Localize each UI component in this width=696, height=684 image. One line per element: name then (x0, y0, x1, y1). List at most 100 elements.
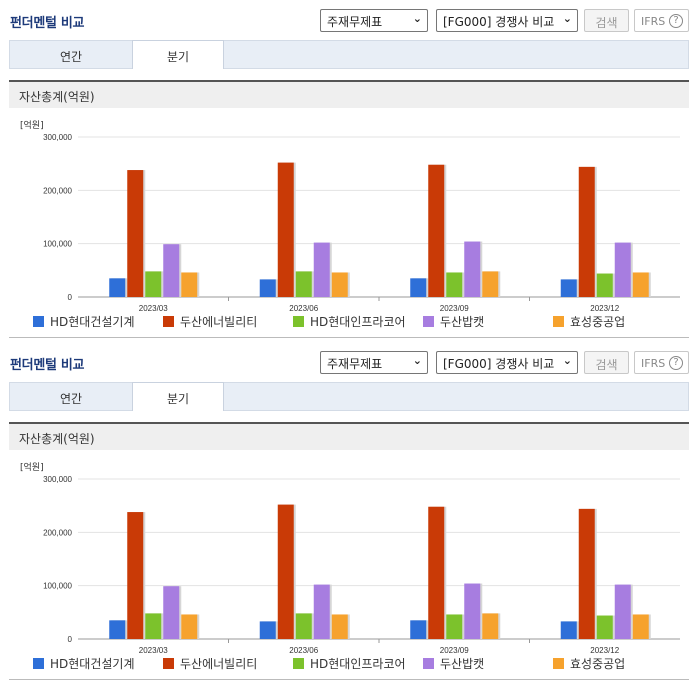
bar[interactable] (428, 506, 445, 639)
compare-group-select[interactable]: [FG000] 경쟁사 비교 ⌄ (436, 9, 578, 32)
bar[interactable] (464, 583, 481, 639)
panel-title: 펀더멘털 비교 (10, 358, 85, 373)
legend-item[interactable]: 효성중공업 (553, 655, 625, 672)
y-tick-label: 100,000 (43, 582, 72, 591)
panel-header: 펀더멘털 비교 주재무제표 ⌄ [FG000] 경쟁사 비교 ⌄ 검색 IFRS… (0, 0, 696, 40)
tab-annual[interactable]: 연간 (59, 392, 83, 406)
bar[interactable] (464, 241, 481, 297)
bar[interactable] (127, 170, 144, 297)
x-tick-label: 2023/03 (139, 304, 168, 313)
bar[interactable] (163, 244, 180, 297)
legend-item[interactable]: HD현대건설기계 (33, 655, 135, 672)
legend-item[interactable]: 두산밥캣 (423, 313, 484, 330)
legend-item[interactable]: HD현대인프라코어 (293, 313, 406, 330)
bar[interactable] (295, 271, 312, 297)
ifrs-help-button[interactable]: IFRS ? (634, 9, 689, 32)
question-icon: ? (669, 14, 683, 28)
bar[interactable] (109, 278, 126, 297)
search-button[interactable]: 검색 (584, 9, 629, 32)
bar[interactable] (578, 508, 595, 639)
bar[interactable] (596, 273, 613, 297)
ifrs-label: IFRS (641, 15, 666, 28)
bar[interactable] (181, 272, 198, 297)
tab-quarterly[interactable]: 분기 (132, 40, 224, 69)
report-type-value: 주재무제표 (327, 357, 383, 371)
ifrs-help-button[interactable]: IFRS ? (634, 351, 689, 374)
compare-group-select[interactable]: [FG000] 경쟁사 비교 ⌄ (436, 351, 578, 374)
bar[interactable] (410, 620, 427, 639)
bar[interactable] (295, 613, 312, 639)
bar[interactable] (313, 584, 330, 639)
bar[interactable] (259, 279, 276, 297)
legend-label: HD현대건설기계 (50, 315, 135, 329)
bar[interactable] (127, 512, 144, 639)
bar[interactable] (632, 272, 649, 297)
bar[interactable] (446, 614, 463, 639)
legend-item[interactable]: 두산밥캣 (423, 655, 484, 672)
chevron-down-icon: ⌄ (562, 354, 572, 367)
bar[interactable] (109, 620, 126, 639)
bar[interactable] (446, 272, 463, 297)
bar[interactable] (614, 242, 631, 297)
panel-header: 펀더멘털 비교 주재무제표 ⌄ [FG000] 경쟁사 비교 ⌄ 검색 IFRS… (0, 342, 696, 382)
bar[interactable] (181, 614, 198, 639)
legend-label: 효성중공업 (570, 315, 626, 329)
bar[interactable] (277, 504, 294, 639)
chart-legend: HD현대건설기계 두산에너빌리티 HD현대인프라코어 두산밥캣 효성중공업 (0, 655, 696, 673)
bar[interactable] (560, 621, 577, 639)
report-type-select[interactable]: 주재무제표 ⌄ (320, 351, 428, 374)
panel-divider (9, 337, 689, 338)
period-tabs: 연간 분기 (9, 382, 689, 411)
bar[interactable] (145, 271, 162, 297)
tab-quarterly[interactable]: 분기 (132, 382, 224, 411)
bar[interactable] (482, 271, 499, 297)
bar[interactable] (578, 166, 595, 297)
legend-item[interactable]: 두산에너빌리티 (163, 313, 257, 330)
bar[interactable] (163, 586, 180, 639)
legend-swatch (33, 316, 44, 327)
search-button[interactable]: 검색 (584, 351, 629, 374)
legend-label: HD현대건설기계 (50, 657, 135, 671)
bar[interactable] (614, 584, 631, 639)
legend-label: HD현대인프라코어 (310, 315, 406, 329)
legend-item[interactable]: 효성중공업 (553, 313, 625, 330)
bar[interactable] (596, 615, 613, 639)
legend-label: 두산밥캣 (440, 315, 485, 329)
question-icon: ? (669, 356, 683, 370)
legend-swatch (33, 658, 44, 669)
bar[interactable] (632, 614, 649, 639)
legend-swatch (423, 658, 434, 669)
x-tick-label: 2023/06 (289, 304, 318, 313)
bar[interactable] (313, 242, 330, 297)
chart-title: 자산총계(억원) (9, 80, 689, 108)
y-tick-label: 300,000 (43, 133, 72, 142)
legend-item[interactable]: HD현대인프라코어 (293, 655, 406, 672)
x-tick-label: 2023/09 (440, 304, 469, 313)
legend-item[interactable]: 두산에너빌리티 (163, 655, 257, 672)
compare-group-value: [FG000] 경쟁사 비교 (443, 357, 555, 371)
bar[interactable] (428, 164, 445, 297)
unit-label: [억원] (20, 463, 44, 473)
bar[interactable] (145, 613, 162, 639)
report-type-select[interactable]: 주재무제표 ⌄ (320, 9, 428, 32)
legend-item[interactable]: HD현대건설기계 (33, 313, 135, 330)
bar[interactable] (560, 279, 577, 297)
x-tick-label: 2023/09 (440, 646, 469, 655)
chevron-down-icon: ⌄ (412, 354, 422, 367)
bar[interactable] (277, 162, 294, 297)
period-tabs: 연간 분기 (9, 40, 689, 69)
bar[interactable] (259, 621, 276, 639)
chevron-down-icon: ⌄ (412, 12, 422, 25)
x-tick-label: 2023/06 (289, 646, 318, 655)
x-tick-label: 2023/12 (590, 646, 619, 655)
bar[interactable] (331, 272, 348, 297)
legend-swatch (163, 316, 174, 327)
bar-chart: 0 100,000 200,000 300,000 2023/03 2023/06 2023… (43, 133, 680, 313)
bar[interactable] (410, 278, 427, 297)
bar[interactable] (331, 614, 348, 639)
legend-swatch (293, 316, 304, 327)
chart-title: 자산총계(억원) (9, 422, 689, 450)
tab-annual[interactable]: 연간 (59, 50, 83, 64)
legend-swatch (553, 316, 564, 327)
bar[interactable] (482, 613, 499, 639)
